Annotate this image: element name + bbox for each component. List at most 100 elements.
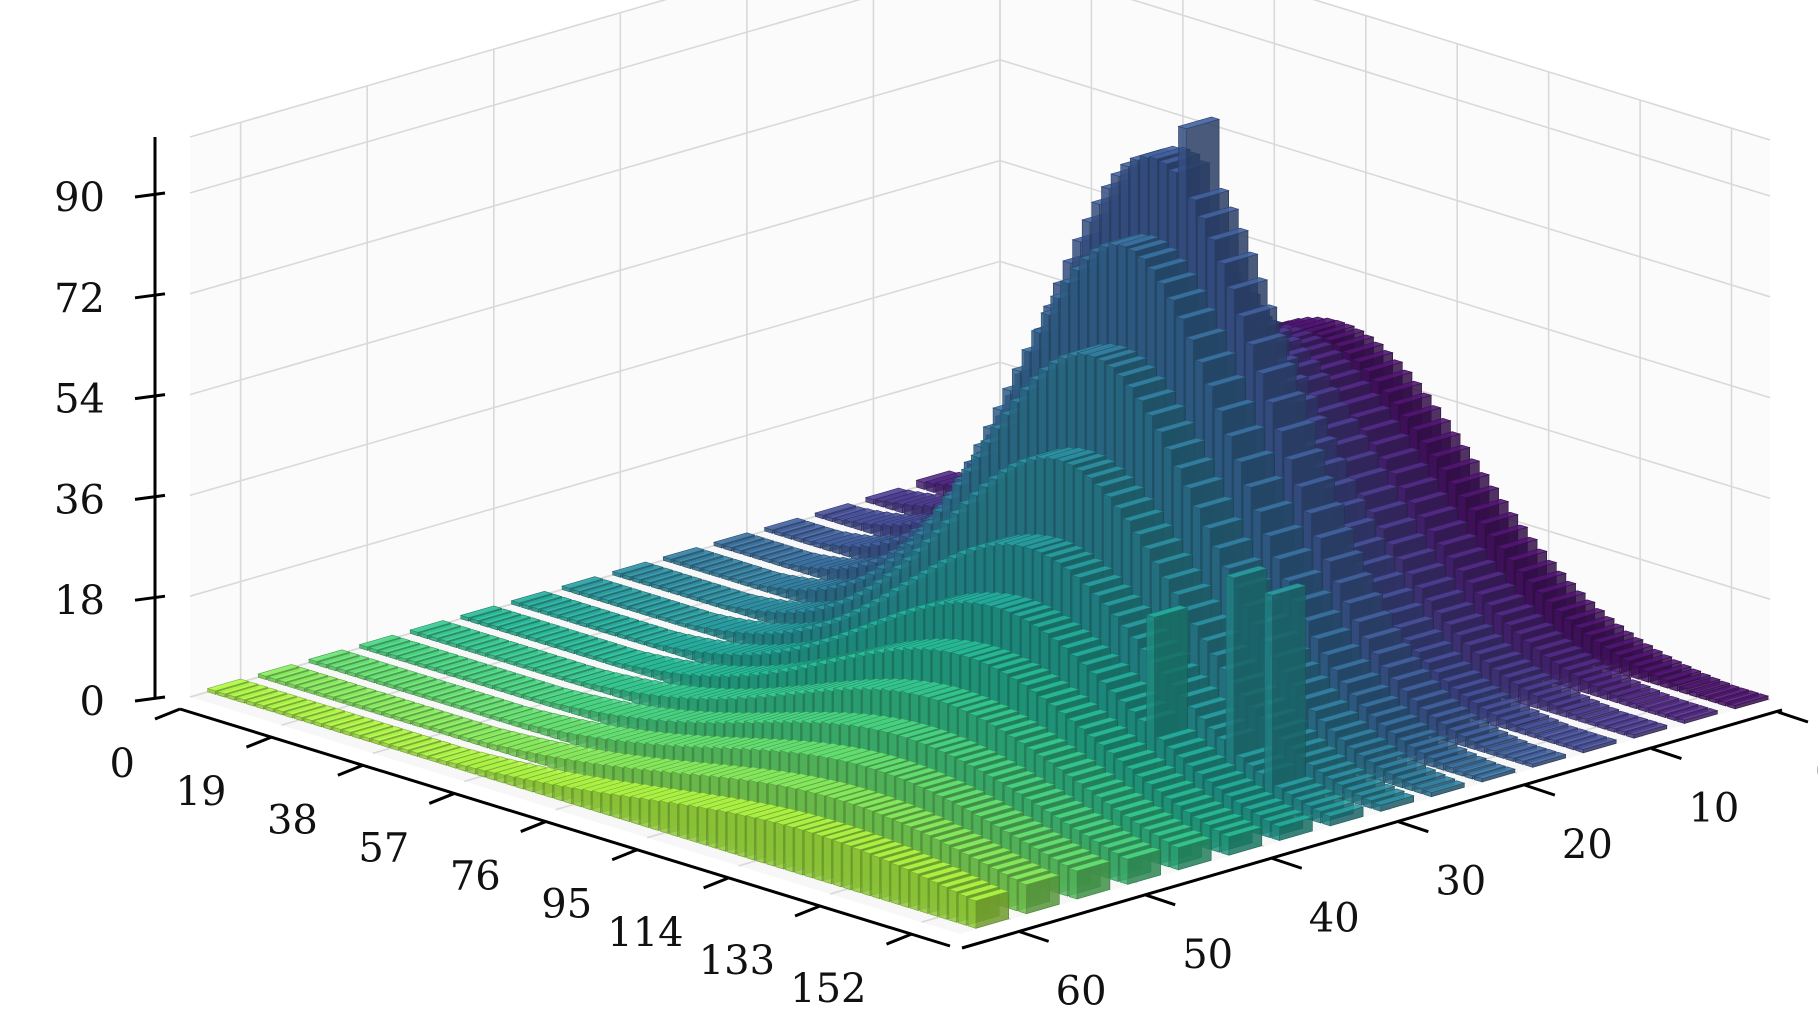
z-gridline <box>189 0 1771 141</box>
bar-top <box>1210 536 1254 550</box>
bar-top <box>1054 757 1097 771</box>
bar-top <box>659 790 702 804</box>
bar-top <box>1049 628 1093 642</box>
bar-top <box>918 866 962 879</box>
bar-top <box>1085 725 1129 738</box>
bar-top <box>1432 601 1476 614</box>
bar-front <box>1069 868 1078 900</box>
bar-top <box>1553 599 1596 613</box>
bar-top <box>529 596 573 610</box>
bar-top <box>418 623 462 636</box>
bar-top <box>1497 708 1541 721</box>
bar-top <box>941 640 984 654</box>
bar-top <box>821 532 865 546</box>
bar-top <box>681 663 724 676</box>
bar-top <box>1345 736 1389 750</box>
bar-top <box>630 567 674 581</box>
bar-top <box>1191 806 1234 820</box>
bar-top <box>957 884 1001 897</box>
bar-top <box>1630 654 1673 667</box>
bar-top <box>659 685 703 698</box>
bar-top <box>734 621 778 635</box>
bar-top <box>1357 694 1401 708</box>
bar-top <box>596 727 640 740</box>
bar-top <box>254 693 298 707</box>
bar-top <box>488 614 532 628</box>
bar-top <box>938 691 982 705</box>
bar-front <box>563 785 572 805</box>
bar-top <box>931 639 975 652</box>
bar-top <box>1138 145 1182 159</box>
bar-top <box>1184 754 1227 767</box>
x-tick-label: 133 <box>699 938 775 984</box>
x-tick-mark <box>794 904 821 918</box>
bar-top <box>1181 800 1225 814</box>
bar-top <box>1223 424 1266 437</box>
bar-top <box>1172 793 1215 807</box>
bar-top <box>982 594 1025 607</box>
bar-top <box>981 809 1025 823</box>
bar-front <box>678 802 688 840</box>
bar-top <box>1336 728 1379 742</box>
bar-top <box>1008 667 1052 681</box>
bar-top <box>769 739 813 753</box>
bar-top <box>1379 655 1423 669</box>
bar-front <box>698 806 707 846</box>
bar-top <box>418 743 462 757</box>
bar-top <box>1516 717 1560 730</box>
bar-front <box>553 783 563 802</box>
bar-top <box>1492 603 1536 617</box>
bar-top <box>977 708 1020 722</box>
bar-top <box>485 760 529 774</box>
bar-top <box>356 664 399 677</box>
bar-top <box>1191 496 1235 509</box>
bar-top <box>856 754 900 768</box>
bar-top <box>1370 369 1414 383</box>
bar-top <box>1384 762 1427 775</box>
bar-top <box>1032 540 1076 554</box>
bar-top <box>1080 574 1124 587</box>
bar-top <box>690 763 734 777</box>
bar-front <box>707 807 717 849</box>
bar-top <box>486 643 529 657</box>
z-tick-label: 18 <box>54 578 105 624</box>
bar-top <box>1319 643 1362 656</box>
bar-top <box>808 744 852 757</box>
bar-top <box>548 602 592 616</box>
bar-top <box>360 726 404 739</box>
bar-top <box>1396 728 1439 742</box>
bar-top <box>864 487 908 501</box>
bar-top <box>1668 672 1712 686</box>
y-tick-mark <box>1650 747 1682 760</box>
bar-top <box>741 541 785 554</box>
bar-top <box>700 764 743 778</box>
bar-top <box>1073 458 1117 472</box>
bar-top <box>1162 437 1206 451</box>
bar-front <box>967 898 977 929</box>
x-tick-mark <box>337 763 364 777</box>
bar-top <box>716 799 760 813</box>
bar-top <box>979 652 1023 666</box>
bar-top <box>1083 465 1127 479</box>
bar-top <box>1360 359 1404 372</box>
bar-top <box>1210 819 1254 832</box>
bar-top <box>727 595 770 609</box>
bar-top <box>1111 798 1155 812</box>
bar-top <box>1521 630 1565 644</box>
bar-top <box>1177 116 1221 130</box>
bar-top <box>392 705 435 719</box>
bar-top <box>315 681 358 695</box>
bar-top <box>305 678 349 692</box>
bar-top <box>1716 690 1760 703</box>
bar-top <box>1365 500 1409 514</box>
bar-top <box>1005 725 1049 738</box>
bar-top <box>986 713 1030 727</box>
bar-top <box>1196 206 1240 220</box>
bar-top <box>257 664 301 677</box>
bar-top <box>1076 342 1119 356</box>
bar-top <box>691 555 734 569</box>
bar-top <box>1341 341 1385 355</box>
bar-top <box>1206 227 1250 241</box>
bar-top <box>919 685 962 699</box>
bar-top <box>1311 799 1355 812</box>
